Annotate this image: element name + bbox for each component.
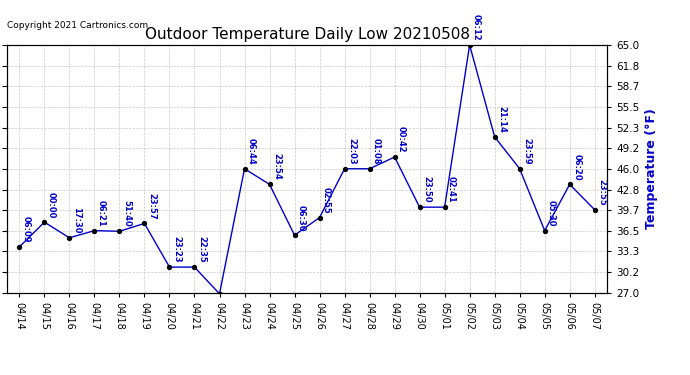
Point: [389, 154, 400, 160]
Text: 51:40: 51:40: [122, 200, 131, 227]
Point: [439, 204, 450, 210]
Text: 21:14: 21:14: [497, 106, 506, 133]
Text: 00:00: 00:00: [47, 192, 56, 218]
Text: 06:12: 06:12: [472, 14, 481, 41]
Point: [539, 228, 550, 234]
Point: [214, 291, 225, 297]
Text: 22:35: 22:35: [197, 236, 206, 263]
Text: 23:23: 23:23: [172, 236, 181, 263]
Text: 22:03: 22:03: [347, 138, 356, 165]
Point: [114, 228, 125, 234]
Text: Copyright 2021 Cartronics.com: Copyright 2021 Cartronics.com: [7, 21, 148, 30]
Point: [289, 232, 300, 238]
Point: [39, 219, 50, 225]
Text: 06:11: 06:11: [0, 374, 1, 375]
Point: [339, 166, 350, 172]
Point: [89, 228, 100, 234]
Title: Outdoor Temperature Daily Low 20210508: Outdoor Temperature Daily Low 20210508: [144, 27, 470, 42]
Point: [489, 134, 500, 140]
Point: [364, 166, 375, 172]
Point: [139, 220, 150, 226]
Point: [414, 204, 425, 210]
Text: 23:59: 23:59: [522, 138, 531, 165]
Text: 05:30: 05:30: [547, 200, 556, 226]
Text: 00:42: 00:42: [397, 126, 406, 153]
Text: 02:41: 02:41: [447, 176, 456, 203]
Text: 17:30: 17:30: [72, 207, 81, 234]
Point: [514, 166, 525, 172]
Point: [264, 182, 275, 188]
Point: [189, 264, 200, 270]
Text: 06:20: 06:20: [572, 154, 581, 180]
Text: 06:44: 06:44: [247, 138, 256, 165]
Point: [464, 42, 475, 48]
Point: [64, 235, 75, 241]
Point: [589, 207, 600, 213]
Point: [14, 244, 25, 250]
Text: 23:57: 23:57: [147, 193, 156, 219]
Text: 06:30: 06:30: [297, 204, 306, 231]
Point: [164, 264, 175, 270]
Point: [314, 214, 325, 220]
Text: 06:21: 06:21: [97, 200, 106, 226]
Y-axis label: Temperature (°F): Temperature (°F): [645, 108, 658, 229]
Text: 23:54: 23:54: [272, 153, 281, 180]
Point: [564, 182, 575, 188]
Text: 06:09: 06:09: [22, 216, 31, 243]
Text: 23:55: 23:55: [597, 179, 606, 206]
Text: 23:50: 23:50: [422, 176, 431, 203]
Point: [239, 166, 250, 172]
Text: 02:55: 02:55: [322, 187, 331, 213]
Text: 01:08: 01:08: [372, 138, 381, 165]
